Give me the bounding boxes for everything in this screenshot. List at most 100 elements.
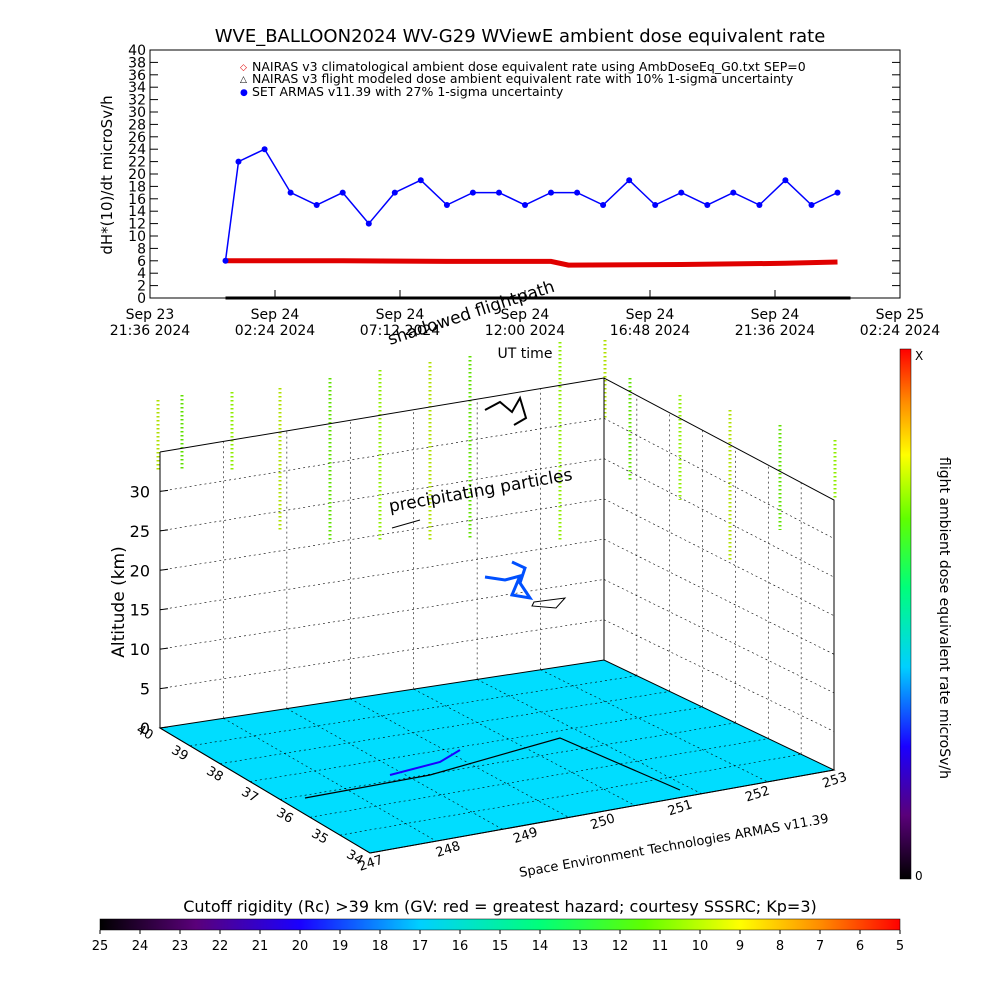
longitude-tick-label: 253 xyxy=(821,770,849,792)
rigidity-tick-label: 11 xyxy=(652,939,669,954)
armas-point xyxy=(704,202,711,208)
armas-point xyxy=(287,189,294,196)
armas-point xyxy=(261,146,268,153)
rigidity-colorbar-ticks: 25 24 23 22 21 20 19 18 17 16 15 14 13 12 11 10 9 8 7 6 5 xyxy=(92,930,904,954)
floor-grid-line xyxy=(219,691,670,765)
3d-grid xyxy=(159,388,835,755)
x-tick-date: Sep 24 xyxy=(501,307,550,323)
longitude-tick-label: 252 xyxy=(743,784,771,806)
flightpath-3d xyxy=(484,560,534,601)
z-tick-label: 30 xyxy=(130,482,150,501)
wall-grid-line xyxy=(159,579,605,650)
x-tick-date: Sep 24 xyxy=(751,307,800,323)
z-tick-label: 15 xyxy=(130,601,150,620)
y-tick-label: 22 xyxy=(128,155,146,171)
y-tick-label: 6 xyxy=(137,254,146,270)
x-tick-date: Sep 24 xyxy=(626,307,675,323)
rigidity-tick-label: 14 xyxy=(532,939,549,954)
floor-grid-line xyxy=(477,679,702,794)
top-x-axis-label: UT time xyxy=(498,346,553,362)
z-tick-label: 10 xyxy=(130,640,150,659)
legend-entry-nairas-clim: NAIRAS v3 climatological ambient dose eq… xyxy=(252,59,806,74)
y-tick-label: 8 xyxy=(137,241,146,257)
floor-grid-line xyxy=(540,669,768,783)
z-tick-mark xyxy=(159,529,169,532)
credit-text: Space Environment Technologies ARMAS v11… xyxy=(518,812,830,881)
floor-grid-line xyxy=(350,698,570,818)
rigidity-tick-label: 12 xyxy=(612,939,629,954)
y-tick-label: 10 xyxy=(128,229,146,245)
wall-grid-line xyxy=(159,458,605,532)
x-tick-time: 02:24 2024 xyxy=(235,323,316,339)
longitude-tick-label: 251 xyxy=(666,797,694,819)
armas-point xyxy=(834,189,841,196)
rigidity-tick-label: 10 xyxy=(692,939,709,954)
armas-point xyxy=(574,189,581,196)
x-tick-time: 16:48 2024 xyxy=(610,323,691,339)
y-tick-label: 0 xyxy=(137,291,146,307)
dose-colorbar-top-label: X xyxy=(915,349,923,363)
longitude-tick-label: 250 xyxy=(589,811,617,833)
z-tick-mark xyxy=(159,687,169,690)
legend-marker-armas: ● xyxy=(240,88,248,98)
rigidity-tick-label: 25 xyxy=(92,939,109,954)
legend-marker-nairas-clim: ◇ xyxy=(240,63,247,73)
armas-point xyxy=(443,202,450,208)
z-tick-label: 5 xyxy=(140,680,150,699)
longitude-tick-label: 249 xyxy=(511,825,539,847)
z-tick-mark xyxy=(159,726,169,729)
armas-point xyxy=(417,177,424,184)
wall-grid-line xyxy=(603,458,835,578)
top-y-axis-label: dH*(10)/dt microSv/h xyxy=(98,95,116,254)
armas-point xyxy=(756,202,763,208)
z-tick-mark xyxy=(159,647,169,650)
dose-colorbar xyxy=(899,348,912,880)
latitude-tick-label: 38 xyxy=(204,764,226,785)
x-tick-date: Sep 23 xyxy=(126,307,175,323)
wall-grid-line xyxy=(159,498,605,571)
y-tick-label: 16 xyxy=(128,192,146,208)
armas-point xyxy=(391,189,398,196)
y-tick-label: 38 xyxy=(128,55,146,71)
rigidity-tick-label: 24 xyxy=(132,939,149,954)
rigidity-tick-label: 17 xyxy=(412,939,429,954)
wall-grid-line xyxy=(603,579,835,694)
armas-point xyxy=(782,177,789,184)
latitude-tick-label: 34 xyxy=(344,847,366,868)
rigidity-tick-label: 22 xyxy=(212,939,229,954)
wall-grid-line xyxy=(603,418,835,539)
rigidity-tick-label: 13 xyxy=(572,939,589,954)
rigidity-tick-label: 21 xyxy=(252,939,269,954)
y-tick-label: 34 xyxy=(128,80,146,96)
longitude-ticks: 247 248 249 250 251 252 253 xyxy=(357,770,849,875)
flightpath xyxy=(391,395,567,609)
latitude-tick-label: 39 xyxy=(169,743,191,764)
y-tick-label: 20 xyxy=(128,167,146,183)
dose-colorbar-title: flight ambient dose equivalent rate micr… xyxy=(936,457,952,779)
x-tick-time: 21:36 2024 xyxy=(110,323,191,339)
x-tick-date: Sep 25 xyxy=(876,307,925,323)
z-axis-label: Altitude (km) xyxy=(109,546,129,658)
y-tick-label: 2 xyxy=(137,279,146,295)
wall-grid-line xyxy=(159,538,605,611)
z-tick-mark xyxy=(159,489,169,492)
legend-marker-nairas-flight: △ xyxy=(240,75,247,85)
x-tick-time: 07:12 2024 xyxy=(360,323,441,339)
series-line-0 xyxy=(225,258,838,268)
armas-point xyxy=(313,202,320,208)
y-tick-label: 28 xyxy=(128,117,146,133)
armas-point xyxy=(548,189,554,196)
legend-entry-armas: SET ARMAS v11.39 with 27% 1-sigma uncert… xyxy=(252,84,564,99)
wall-grid-line xyxy=(603,538,835,655)
flightpath-shadow-top xyxy=(484,395,528,426)
precipitating-particles-markers xyxy=(156,340,837,560)
floor-grid-line xyxy=(279,722,736,800)
armas-point xyxy=(600,202,607,208)
armas-point xyxy=(730,189,737,196)
floor-grid-line xyxy=(249,706,703,782)
legend-entry-nairas-flight: NAIRAS v3 flight modeled dose ambient eq… xyxy=(252,71,794,86)
floor-grid xyxy=(189,669,802,842)
armas-point xyxy=(522,202,528,208)
y-tick-label: 36 xyxy=(128,68,146,84)
